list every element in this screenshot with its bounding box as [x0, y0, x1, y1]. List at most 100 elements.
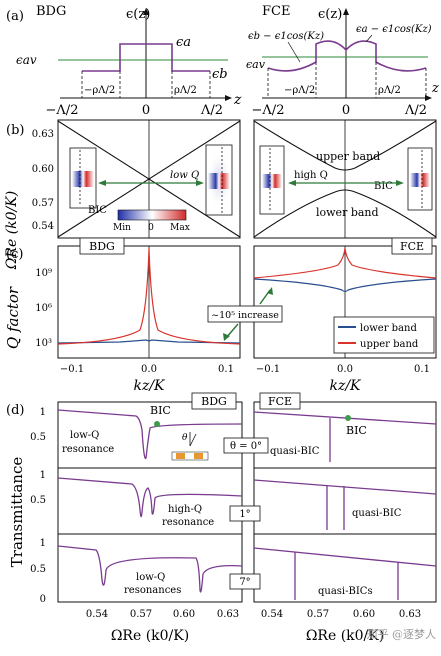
panel-d-right-tag-box	[259, 392, 301, 410]
panel-c-ytick: 10³	[35, 338, 52, 349]
panel-a-right-pointer-b	[287, 41, 301, 63]
panel-c-right-tag: FCE	[400, 240, 424, 253]
panel-d-fce-quasi: quasi-BIC	[270, 446, 320, 457]
panel-a-left-fn: ϵ(z)	[126, 7, 150, 22]
panel-d-ytick: 0.5	[30, 495, 46, 506]
panel-c-xtick: −0.1	[256, 364, 280, 375]
panel-c-yticks: 10⁹ 10⁶ 10³	[35, 268, 52, 349]
panel-d-left-frame	[57, 401, 243, 603]
panel-c-right: FCE −0.1 0.0 0.1 kz/K lower band upper b…	[253, 237, 437, 394]
panel-d-bdg-1-curve	[57, 477, 243, 518]
panel-d-fce-7-curve	[253, 547, 437, 567]
panel-b-right-bic: BIC	[374, 181, 393, 192]
panel-d-label: (d)	[6, 403, 24, 418]
panel-b-left-arrowhead-r	[196, 180, 204, 186]
panel-d-ytick: 1	[40, 407, 46, 418]
panel-a-right-tick-m: −Λ/2	[252, 103, 285, 118]
panel-a-left-tick-0: 0	[142, 103, 150, 118]
panel-d-xtick: 0.57	[130, 609, 152, 620]
panel-a-left-ea: ϵa	[176, 35, 191, 50]
panel-d-angle: 1°	[239, 509, 250, 520]
panel-d-fce-1-curve	[253, 479, 437, 495]
panel-b-cb-max: Max	[170, 223, 190, 233]
panel-b-left-lowq: low Q	[170, 170, 199, 181]
panel-a-right-eb-formula: ϵb − ϵ1cos(Kz)	[248, 31, 324, 42]
panel-c-label: (c)	[6, 247, 23, 262]
panel-b-left-field-inset-left	[69, 147, 97, 209]
panel-a-right-rho-p: ρΛ/2	[378, 85, 401, 96]
panel-a-left-rho-p: ρΛ/2	[174, 85, 197, 96]
panel-b-right-lower-label: lower band	[316, 206, 379, 219]
panel-d-xtick: 0.60	[353, 609, 375, 620]
panel-d-ytick: 0.5	[30, 432, 46, 443]
panel-c-legend-upper: upper band	[360, 339, 419, 350]
panel-d-xtick: 0.63	[217, 609, 239, 620]
panel-d-bdg-7-curve	[57, 545, 243, 593]
panel-b-left-arrowhead-l	[98, 180, 106, 186]
panel-b-yticks: 0.63 0.60 0.57 0.54	[32, 129, 54, 232]
panel-a-right-tick-p: Λ/2	[404, 103, 427, 118]
panel-d-ylabel: Transmittance	[8, 457, 26, 568]
panel-d-ytick: 1	[40, 470, 46, 481]
panel-d-ytick: 1	[40, 538, 46, 549]
panel-a-left-tag: BDG	[36, 4, 66, 19]
panel-b-right-arrowhead-l	[288, 180, 296, 186]
panel-b-cb-zero: 0	[148, 223, 154, 233]
panel-c-left-tag-box	[79, 237, 125, 255]
panel-c-right-upper-curve	[253, 247, 437, 279]
panel-a-right-xarrow	[425, 95, 432, 101]
panel-a-right-eav: ϵav	[246, 58, 266, 71]
panel-a-left-axis-z: z	[233, 92, 242, 108]
panel-d-angle-box	[229, 573, 261, 590]
panel-d-left-xlabel: ΩRe (k0/K)	[111, 628, 189, 644]
panel-d-bdg-lowq: low-Q	[70, 430, 99, 441]
panel-c-left-lower-curve	[57, 339, 241, 344]
panel-a-left-rho-m: −ρΛ/2	[84, 85, 115, 96]
panel-b-right-field-inset-left	[259, 145, 285, 215]
panel-c-right-tag-box	[391, 237, 433, 255]
panel-a-left-yarrow	[143, 8, 149, 15]
panel-c-annotation-text: ~10⁵ increase	[211, 310, 279, 321]
panel-c-ytick: 10⁹	[35, 268, 52, 279]
panel-b-ytick: 0.54	[32, 221, 54, 232]
panel-d-theta-symbol: θ	[182, 433, 188, 443]
panel-d-xtick: 0.54	[261, 609, 283, 620]
panel-c-xtick: 0.1	[218, 364, 234, 375]
panel-d-xtick: 0.54	[86, 609, 108, 620]
panel-a-left-profile	[82, 43, 210, 72]
panel-b-colorbar: Min 0 Max	[113, 209, 190, 233]
panel-b-cb-min: Min	[113, 223, 131, 233]
panel-c-xtick: 0.0	[141, 364, 157, 375]
panel-a-left-tick-m: −Λ/2	[46, 103, 79, 118]
panel-a-label: (a)	[6, 9, 24, 24]
panel-b-ytick: 0.57	[32, 198, 54, 209]
panel-d-xtick: 0.60	[173, 609, 195, 620]
panel-c-legend: lower band upper band	[333, 316, 435, 354]
panel-b-left-field-inset-right	[205, 144, 233, 216]
panel-d-bdg-res3: resonances	[124, 585, 181, 596]
panel-d-yticks: 1 0.5 1 0.5 1 0.5 0	[30, 407, 46, 605]
panel-b-right-arrowhead-r	[396, 180, 404, 186]
panel-d-xtick: 0.57	[307, 609, 329, 620]
panel-d-ytick: 0.5	[30, 564, 46, 575]
panel-d-angle: 7°	[239, 577, 250, 588]
panel-d-bdg-bic: BIC	[150, 404, 171, 417]
panel-c-xtick: 0.1	[414, 364, 430, 375]
panel-a-right-ea-formula: ϵa − ϵ1cos(Kz)	[356, 24, 432, 35]
panel-a-right-fn: ϵ(z)	[318, 7, 342, 22]
panel-d-fce-quasi3: quasi-BICs	[318, 586, 373, 597]
panel-c-xtick: −0.1	[60, 364, 84, 375]
panel-d-fce-bic: BIC	[346, 424, 367, 437]
panel-c-left-xlabel: kz/K	[133, 378, 166, 394]
panel-a-left: BDG ϵ(z) ϵa ϵb ϵav −ρΛ/2 ρΛ/2 −Λ/2 0 Λ/2…	[16, 4, 242, 118]
panel-c-legend-lower: lower band	[360, 323, 417, 334]
panel-b-ylabel: ΩRe (k0/K)	[4, 191, 20, 270]
panel-b-right: upper band lower band high Q BIC	[253, 119, 437, 239]
panel-d-fce-quasi2: quasi-BIC	[352, 508, 402, 519]
panel-d-bdg-0-curve	[57, 409, 243, 460]
panel-d-fce-bic-dot	[345, 415, 351, 421]
panel-b-right-upper-band	[253, 120, 437, 171]
panel-a-left-eb: ϵb	[212, 67, 228, 82]
panel-a: (a) BDG ϵ(z) ϵa ϵb ϵav −ρΛ/2 ρΛ/2 −Λ/2 0…	[6, 4, 439, 118]
